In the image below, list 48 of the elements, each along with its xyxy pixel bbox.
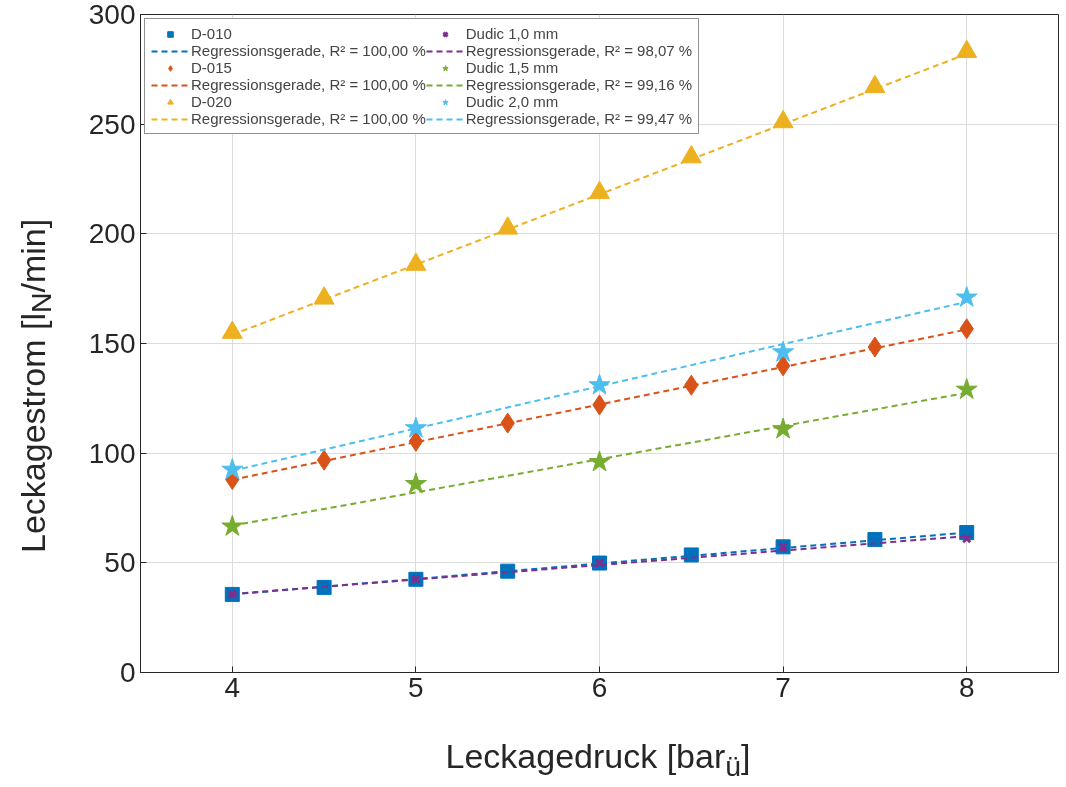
point	[772, 417, 795, 439]
x-tick-label: 6	[591, 671, 608, 703]
legend-label: Regressionsgerade, R² = 100,00 %	[191, 42, 426, 59]
y-tick-label: 100	[88, 437, 136, 469]
point	[221, 514, 244, 536]
legend-label: Regressionsgerade, R² = 100,00 %	[191, 76, 426, 93]
point	[683, 547, 699, 563]
point	[867, 336, 883, 358]
y-tick-label: 250	[88, 108, 136, 140]
y-tick-label: 200	[88, 218, 136, 250]
point	[405, 252, 427, 271]
point	[772, 340, 795, 362]
point	[497, 216, 519, 235]
legend-label: D-015	[191, 59, 232, 76]
point	[404, 472, 427, 494]
legend-label: Regressionsgerade, R² = 100,00 %	[191, 110, 426, 127]
legend-label: Regressionsgerade, R² = 99,47 %	[465, 110, 693, 127]
point	[867, 532, 883, 548]
point	[588, 450, 611, 472]
point	[864, 74, 886, 94]
point	[775, 355, 791, 377]
legend-label: Dudic 1,5 mm	[465, 59, 559, 76]
point	[313, 286, 335, 305]
y-tick-label: 0	[119, 657, 136, 688]
point	[588, 373, 611, 395]
legend-label: Dudic 1,0 mm	[465, 25, 559, 42]
x-tick-label: 8	[958, 671, 975, 703]
point	[956, 39, 978, 59]
point	[316, 579, 332, 595]
legend-label: D-010	[191, 25, 232, 42]
y-tick-label: 150	[88, 328, 136, 359]
y-tick-label: 300	[88, 0, 136, 30]
point	[955, 378, 978, 399]
point	[955, 285, 978, 307]
point	[589, 180, 610, 200]
point	[221, 320, 243, 339]
x-tick-label: 7	[775, 671, 791, 703]
legend-label: Regressionsgerade, R² = 99,16 %	[465, 76, 693, 93]
point	[404, 416, 427, 438]
legend-label: Regressionsgerade, R² = 98,07 %	[465, 42, 693, 59]
legend-label: Dudic 2,0 mm	[465, 93, 559, 110]
x-axis-title: Leckagedruck [bar$_{ü}$]	[445, 736, 751, 784]
x-tick-label: 5	[408, 671, 424, 703]
x-tick-label: 4	[224, 671, 241, 703]
legend-label: D-020	[191, 93, 232, 110]
point	[316, 449, 332, 471]
y-tick-label: 50	[104, 547, 136, 579]
point	[221, 458, 244, 480]
